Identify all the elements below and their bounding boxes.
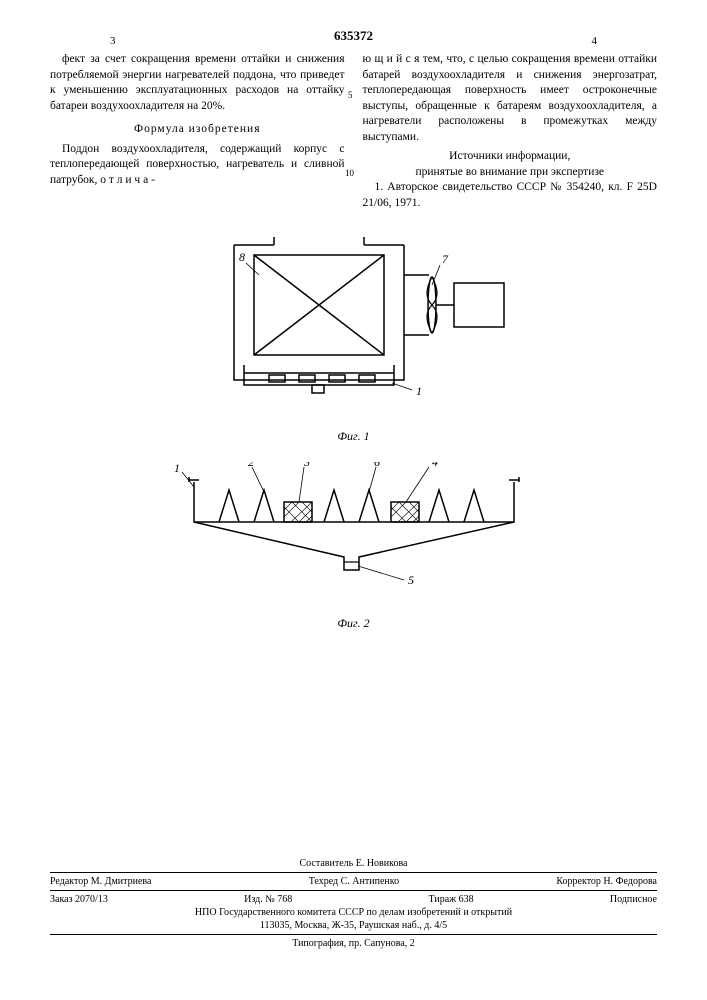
- formula-title: Формула изобретения: [50, 122, 345, 138]
- patent-number: 635372: [50, 28, 657, 44]
- imprint-izd: Изд. № 768: [244, 894, 292, 905]
- figure-1: 8 7 1: [174, 225, 534, 425]
- imprint-subscr: Подписное: [610, 894, 657, 905]
- col-num-right: 4: [592, 34, 598, 49]
- imprint-techred: Техред С. Антипенко: [309, 876, 399, 887]
- fig2-label-2: 2: [248, 462, 254, 469]
- figure-2: 1 2 3 6 4 5: [144, 462, 564, 612]
- imprint-typo: Типография, пр. Сапунова, 2: [50, 937, 657, 950]
- left-para-1: фект за счет сокращения времени оттайки …: [50, 52, 345, 114]
- fig2-label-5: 5: [408, 573, 414, 587]
- left-column: 3 фект за счет сокращения времени оттайк…: [50, 52, 345, 211]
- right-para-1: ю щ и й с я тем, что, с целью сокращения…: [363, 52, 658, 145]
- imprint-tirazh: Тираж 638: [429, 894, 474, 905]
- fig1-label-1: 1: [416, 384, 422, 398]
- fig1-caption: Фиг. 1: [50, 429, 657, 444]
- fig1-label-7: 7: [442, 252, 449, 266]
- imprint-block: Составитель Е. Новикова Редактор М. Дмит…: [50, 857, 657, 950]
- imprint-corrector: Корректор Н. Федорова: [556, 876, 657, 887]
- sources-head: Источники информации,: [363, 149, 658, 165]
- right-column: 4 ю щ и й с я тем, что, с целью сокращен…: [363, 52, 658, 211]
- left-para-2: Поддон воздухоохладителя, содержащий кор…: [50, 142, 345, 189]
- fig2-label-4: 4: [432, 462, 438, 469]
- fig2-label-1: 1: [174, 462, 180, 475]
- text-columns: 3 фект за счет сокращения времени оттайк…: [50, 52, 657, 211]
- col-num-left: 3: [110, 34, 116, 49]
- fig2-label-6: 6: [374, 462, 380, 469]
- fig2-label-3: 3: [303, 462, 310, 469]
- sources-sub: принятые во внимание при экспертизе: [363, 165, 658, 181]
- fig2-caption: Фиг. 2: [50, 616, 657, 631]
- imprint-org: НПО Государственного комитета СССР по де…: [50, 906, 657, 919]
- line-marker-5: 5: [348, 90, 353, 100]
- right-para-2: 1. Авторское свидетельство СССР № 354240…: [363, 180, 658, 211]
- imprint-order: Заказ 2070/13: [50, 894, 108, 905]
- imprint-compiler: Составитель Е. Новикова: [50, 857, 657, 870]
- imprint-editor: Редактор М. Дмитриева: [50, 876, 151, 887]
- figures-block: 8 7 1 Фиг. 1: [50, 225, 657, 631]
- fig1-label-8: 8: [239, 250, 245, 264]
- imprint-addr: 113035, Москва, Ж-35, Раушская наб., д. …: [50, 919, 657, 932]
- line-marker-10: 10: [345, 168, 354, 178]
